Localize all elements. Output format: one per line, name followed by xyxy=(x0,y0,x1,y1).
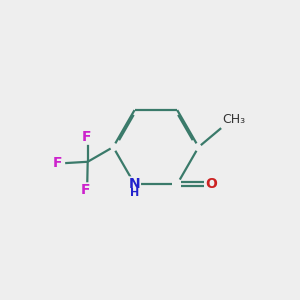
Text: F: F xyxy=(52,156,62,170)
Text: N: N xyxy=(129,177,140,191)
Text: O: O xyxy=(205,177,217,191)
Text: H: H xyxy=(130,188,139,199)
Text: F: F xyxy=(81,183,91,197)
Text: F: F xyxy=(82,130,91,144)
Text: CH₃: CH₃ xyxy=(223,113,246,126)
